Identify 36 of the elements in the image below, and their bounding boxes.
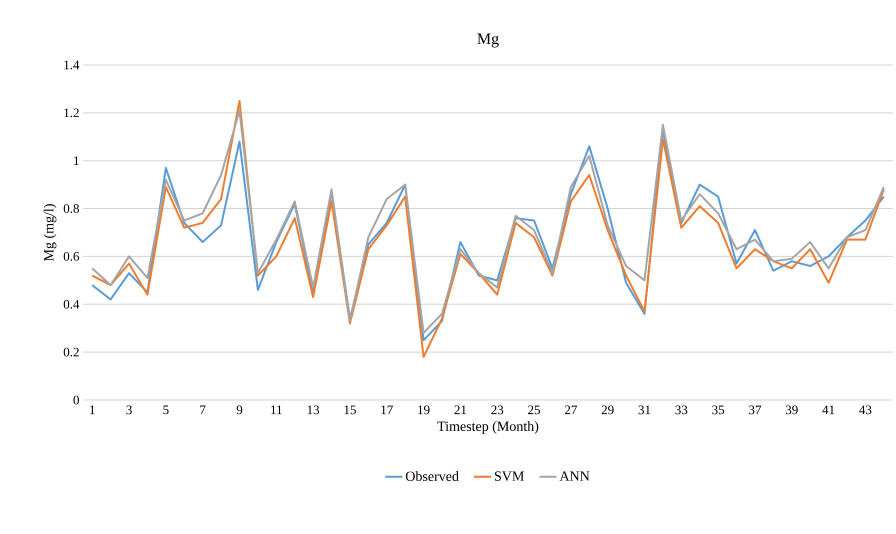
x-tick-label: 15 — [344, 406, 356, 414]
x-tick-label: 33 — [675, 406, 688, 414]
y-tick-label: 1.4 — [64, 60, 80, 70]
y-tick-label: 0 — [73, 396, 79, 404]
x-tick-label: 27 — [564, 406, 577, 414]
x-tick-label: 41 — [822, 406, 834, 414]
x-tick-label: 11 — [271, 406, 282, 414]
x-tick-label: 7 — [200, 406, 206, 414]
y-tick-label: 1.2 — [64, 108, 79, 118]
legend-label: Observed — [406, 471, 459, 482]
y-tick-label: 1 — [74, 156, 79, 165]
y-tick-label: 0.4 — [64, 300, 80, 309]
x-tick-label: 43 — [859, 406, 872, 414]
legend-label: SVM — [494, 471, 524, 481]
x-tick-label: 3 — [126, 406, 132, 414]
x-tick-label: 29 — [602, 406, 614, 414]
legend-label: ANN — [560, 471, 590, 481]
x-axis-title: Timestep (Month) — [437, 421, 538, 434]
x-tick-label: 23 — [491, 406, 504, 414]
x-tick-label: 39 — [786, 406, 798, 414]
chart-title: Mg — [477, 34, 499, 48]
y-tick-label: 0.8 — [64, 204, 79, 213]
x-tick-label: 35 — [712, 406, 724, 414]
x-tick-label: 5 — [163, 406, 169, 414]
x-tick-label: 1 — [90, 406, 95, 414]
x-tick-label: 9 — [236, 406, 242, 414]
x-tick-label: 13 — [308, 406, 320, 414]
y-tick-label: 0.2 — [64, 348, 79, 357]
x-tick-label: 37 — [749, 406, 762, 414]
x-tick-label: 21 — [454, 406, 466, 414]
x-tick-label: 17 — [381, 406, 393, 414]
x-tick-label: 19 — [418, 406, 430, 414]
y-axis-title: Mg (mg/l) — [44, 204, 56, 262]
y-tick-label: 0.6 — [64, 252, 80, 261]
x-tick-label: 31 — [638, 406, 650, 414]
x-tick-label: 25 — [528, 406, 540, 414]
